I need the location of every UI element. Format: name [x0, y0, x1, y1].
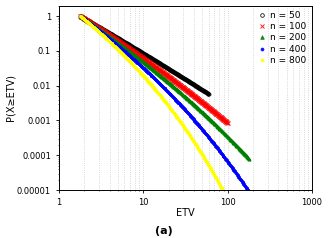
n = 400	[150, 75, 154, 78]
n = 400	[192, 119, 196, 121]
n = 800	[198, 149, 202, 152]
Y-axis label: P(X≥ETV): P(X≥ETV)	[6, 74, 15, 121]
X-axis label: ETV: ETV	[176, 208, 195, 218]
n = 200	[201, 111, 205, 114]
n = 200	[99, 29, 103, 32]
n = 800	[124, 56, 128, 59]
n = 400	[137, 63, 141, 66]
Line: n = 800: n = 800	[79, 15, 241, 226]
n = 800	[187, 133, 191, 136]
n = 50	[159, 63, 163, 66]
Line: n = 200: n = 200	[79, 15, 251, 160]
n = 100	[185, 89, 189, 92]
n = 50	[120, 39, 124, 42]
n = 100	[185, 89, 189, 92]
n = 200	[247, 158, 251, 160]
Line: n = 400: n = 400	[79, 15, 262, 212]
n = 400	[210, 140, 214, 143]
n = 800	[116, 49, 120, 51]
n = 200	[200, 111, 204, 114]
n = 400	[209, 139, 213, 141]
Line: n = 50: n = 50	[79, 15, 210, 96]
n = 100	[96, 26, 100, 29]
n = 50	[172, 70, 176, 73]
n = 100	[126, 46, 130, 49]
n = 100	[78, 15, 82, 17]
Line: n = 100: n = 100	[78, 14, 229, 125]
n = 200	[184, 96, 188, 99]
n = 100	[136, 54, 140, 56]
n = 50	[129, 45, 133, 47]
n = 50	[78, 15, 82, 17]
n = 800	[78, 15, 82, 17]
n = 50	[94, 24, 98, 26]
n = 800	[215, 178, 219, 181]
n = 100	[226, 122, 230, 124]
n = 50	[171, 70, 175, 73]
n = 50	[207, 93, 211, 96]
n = 400	[259, 209, 263, 212]
n = 200	[133, 54, 137, 57]
n = 800	[238, 223, 242, 226]
Text: (a): (a)	[155, 226, 173, 236]
n = 400	[100, 31, 104, 34]
n = 400	[78, 15, 82, 17]
n = 200	[78, 15, 82, 17]
Legend: n = 50, n = 100, n = 200, n = 400, n = 800: n = 50, n = 100, n = 200, n = 400, n = 8…	[257, 10, 307, 66]
n = 800	[101, 34, 105, 37]
n = 200	[145, 64, 149, 66]
n = 100	[171, 79, 175, 81]
